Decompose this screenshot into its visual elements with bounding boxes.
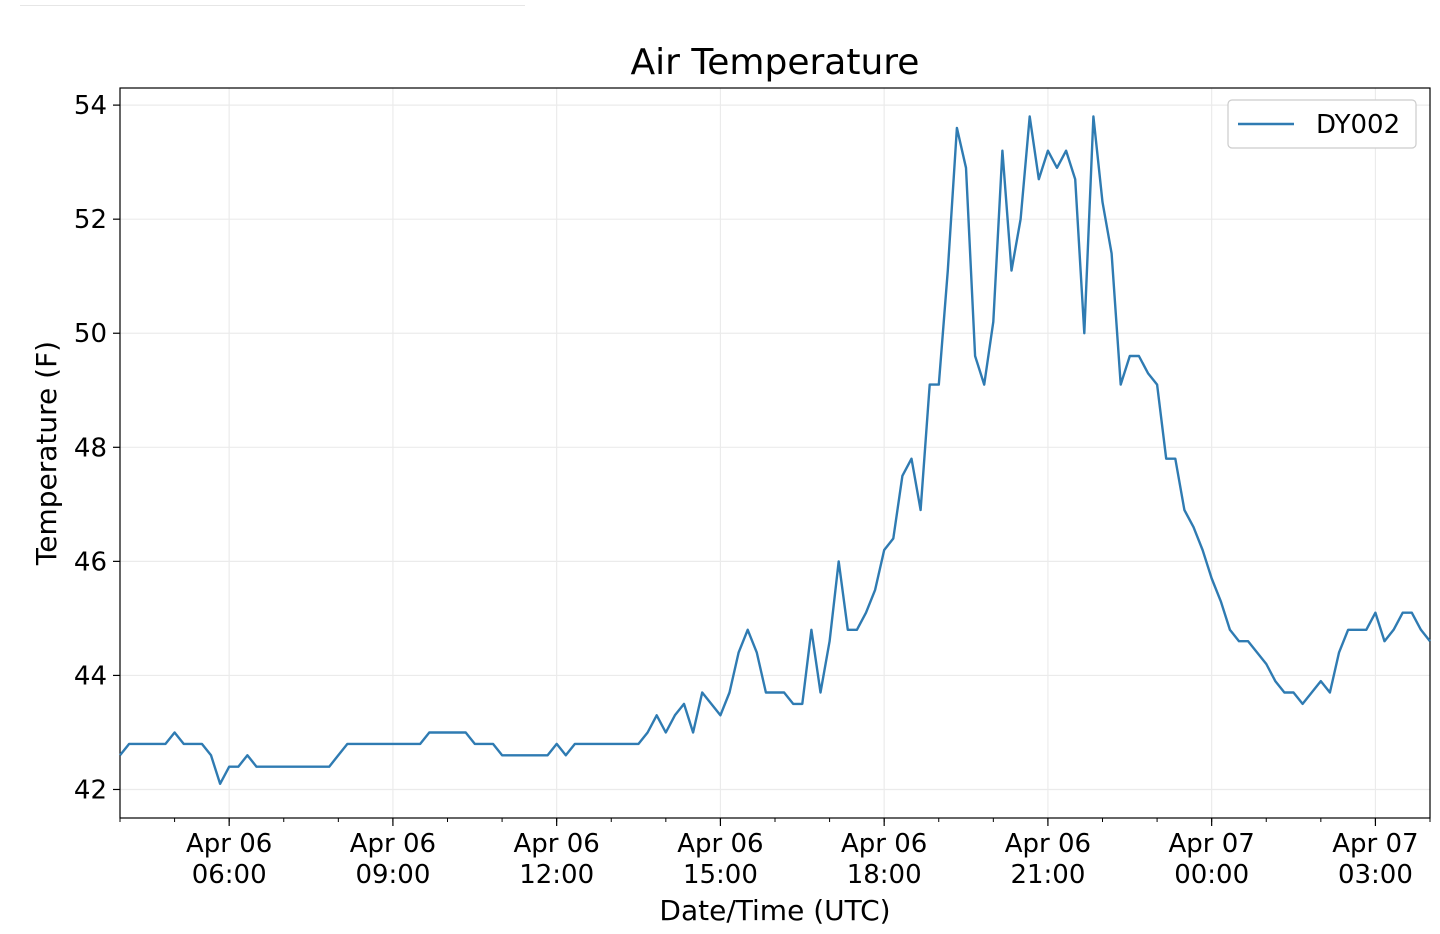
y-tick-label: 50 — [74, 319, 107, 349]
chart-title: Air Temperature — [631, 42, 920, 83]
x-tick-label-date: Apr 06 — [350, 829, 436, 859]
series-layer — [119, 115, 1431, 785]
x-axis-label: Date/Time (UTC) — [659, 894, 890, 927]
y-tick-label: 42 — [74, 775, 107, 805]
x-tick-label-date: Apr 06 — [186, 829, 272, 859]
series-line-dy002 — [119, 115, 1431, 785]
x-tick-label-date: Apr 07 — [1332, 829, 1418, 859]
grid-layer — [120, 88, 1430, 818]
x-tick-label-date: Apr 06 — [841, 829, 927, 859]
top-divider — [20, 5, 525, 6]
x-tick-label-time: 09:00 — [355, 860, 430, 890]
y-tick-label: 44 — [74, 661, 107, 691]
y-axis-label: Temperature (F) — [30, 341, 63, 566]
x-tick-label-time: 03:00 — [1338, 860, 1413, 890]
y-tick-label: 46 — [74, 547, 107, 577]
plot-frame — [119, 87, 1431, 819]
x-tick-label-date: Apr 06 — [514, 829, 600, 859]
legend: DY002 — [1227, 99, 1417, 149]
x-tick-label-time: 15:00 — [683, 860, 758, 890]
x-tick-label-time: 06:00 — [192, 860, 267, 890]
x-tick-label-date: Apr 07 — [1169, 829, 1255, 859]
x-tick-label-time: 21:00 — [1010, 860, 1085, 890]
x-tick-label-time: 00:00 — [1174, 860, 1249, 890]
legend-box — [1227, 99, 1417, 149]
y-tick-label: 54 — [74, 91, 107, 121]
legend-label: DY002 — [1316, 110, 1400, 140]
x-tick-label-date: Apr 06 — [1005, 829, 1091, 859]
y-tick-label: 48 — [74, 433, 107, 463]
y-tick-label: 52 — [74, 205, 107, 235]
x-tick-label-time: 12:00 — [519, 860, 594, 890]
x-tick-label-date: Apr 06 — [677, 829, 763, 859]
x-tick-label-time: 18:00 — [847, 860, 922, 890]
y-tick-layer: 42 44 46 48 50 52 54 — [74, 91, 120, 805]
